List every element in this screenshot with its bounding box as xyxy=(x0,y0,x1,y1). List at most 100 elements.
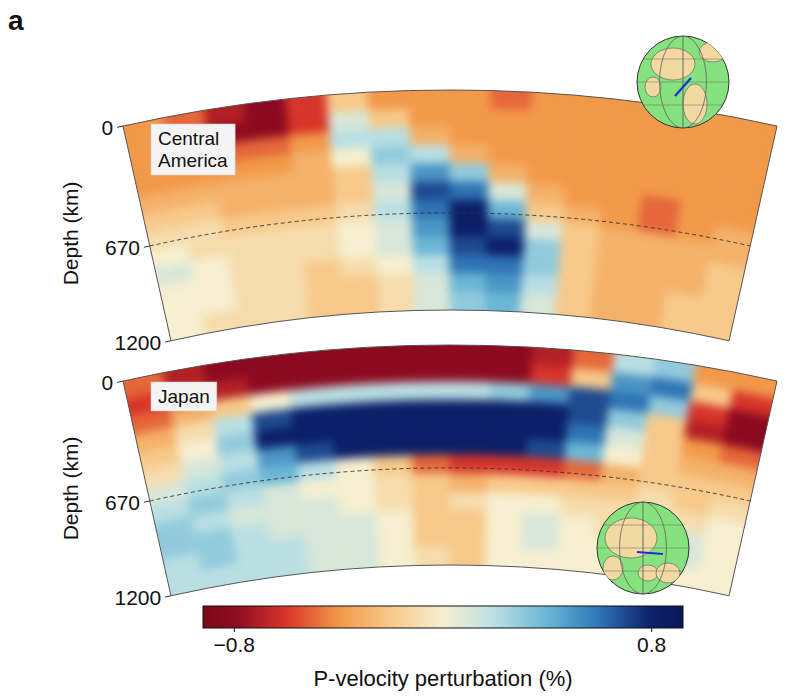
cell xyxy=(530,366,572,387)
cell xyxy=(450,528,486,547)
cell xyxy=(450,145,490,164)
globe-continent xyxy=(645,77,661,97)
cell xyxy=(306,278,344,300)
globe-meridian xyxy=(620,502,667,594)
cell xyxy=(368,91,410,111)
tick-label: 0 xyxy=(102,371,114,394)
cell xyxy=(330,129,371,150)
cell xyxy=(450,255,487,274)
cell xyxy=(334,439,374,460)
globe-parallel xyxy=(597,571,689,572)
cell xyxy=(489,401,529,421)
cell xyxy=(525,457,564,478)
globe-parallel xyxy=(637,82,729,83)
cell xyxy=(377,511,414,531)
cell xyxy=(488,437,527,457)
cell xyxy=(450,345,491,364)
cell xyxy=(529,129,570,150)
cell xyxy=(237,304,275,327)
cell xyxy=(372,164,412,184)
cell xyxy=(525,202,564,223)
cell xyxy=(450,547,486,566)
colorbar-bar xyxy=(203,606,683,628)
cell xyxy=(374,201,413,221)
cell xyxy=(491,346,533,366)
cell xyxy=(343,549,380,570)
cell xyxy=(378,529,415,549)
axis-title: Depth (km) xyxy=(59,437,82,541)
cell xyxy=(379,547,415,567)
cell xyxy=(412,200,450,219)
cell xyxy=(522,512,560,533)
cell xyxy=(202,564,240,588)
cell xyxy=(450,418,489,437)
globe-disc xyxy=(637,36,729,128)
globe-parallel xyxy=(637,105,729,106)
cell xyxy=(412,218,450,237)
cell xyxy=(485,292,521,312)
tick-mark xyxy=(117,381,123,382)
cell xyxy=(526,439,566,460)
cell xyxy=(450,437,489,456)
cell xyxy=(489,419,529,439)
cell xyxy=(374,456,413,476)
cell xyxy=(337,475,376,496)
label-box xyxy=(151,382,217,411)
figure: a06701200Depth (km)CentralAmerica0670120… xyxy=(0,0,786,699)
colorbar-tick xyxy=(234,628,235,632)
cell xyxy=(527,165,567,186)
cell xyxy=(450,273,486,292)
cell xyxy=(521,530,558,551)
cell xyxy=(528,147,569,168)
cell xyxy=(450,182,489,201)
cell xyxy=(557,278,595,300)
profile-line xyxy=(637,552,663,554)
panel-title: CentralAmerica xyxy=(158,128,228,171)
globe-meridian xyxy=(660,36,707,128)
cell xyxy=(409,363,450,382)
cell xyxy=(485,547,521,567)
cell xyxy=(330,384,371,405)
cell xyxy=(331,402,372,423)
tick-label: 670 xyxy=(105,491,140,514)
cell xyxy=(450,510,487,529)
cell xyxy=(528,402,569,423)
cell xyxy=(413,255,450,274)
cell xyxy=(370,382,411,402)
cell xyxy=(377,256,414,276)
cell xyxy=(328,366,370,387)
cell xyxy=(487,219,525,239)
globe-land xyxy=(637,36,729,128)
cell xyxy=(369,364,410,384)
cell xyxy=(342,275,379,296)
panel-title: Japan xyxy=(158,386,210,407)
cell xyxy=(450,363,491,382)
cell xyxy=(450,400,490,419)
grid-line xyxy=(150,468,750,501)
globe-disc xyxy=(597,502,689,594)
cell xyxy=(487,237,525,257)
tick-mark xyxy=(144,501,150,502)
cell xyxy=(450,473,488,492)
cell xyxy=(339,239,377,260)
cell xyxy=(625,304,663,327)
colorbar-title: P-velocity perturbation (%) xyxy=(313,666,572,691)
cell xyxy=(491,91,533,111)
cell xyxy=(371,146,411,166)
cell xyxy=(414,547,450,566)
plot-area xyxy=(123,345,777,596)
cell xyxy=(490,109,531,129)
cell xyxy=(370,127,411,147)
section-frame xyxy=(123,345,777,596)
cell xyxy=(327,92,369,113)
cell xyxy=(376,237,414,257)
tick-label: 1200 xyxy=(114,586,161,609)
cell xyxy=(413,492,450,511)
cell xyxy=(410,145,450,164)
cell xyxy=(414,292,450,311)
cell xyxy=(450,292,486,311)
label-box xyxy=(151,124,235,175)
cell xyxy=(411,182,450,201)
cell xyxy=(414,273,450,292)
cell xyxy=(523,494,561,515)
